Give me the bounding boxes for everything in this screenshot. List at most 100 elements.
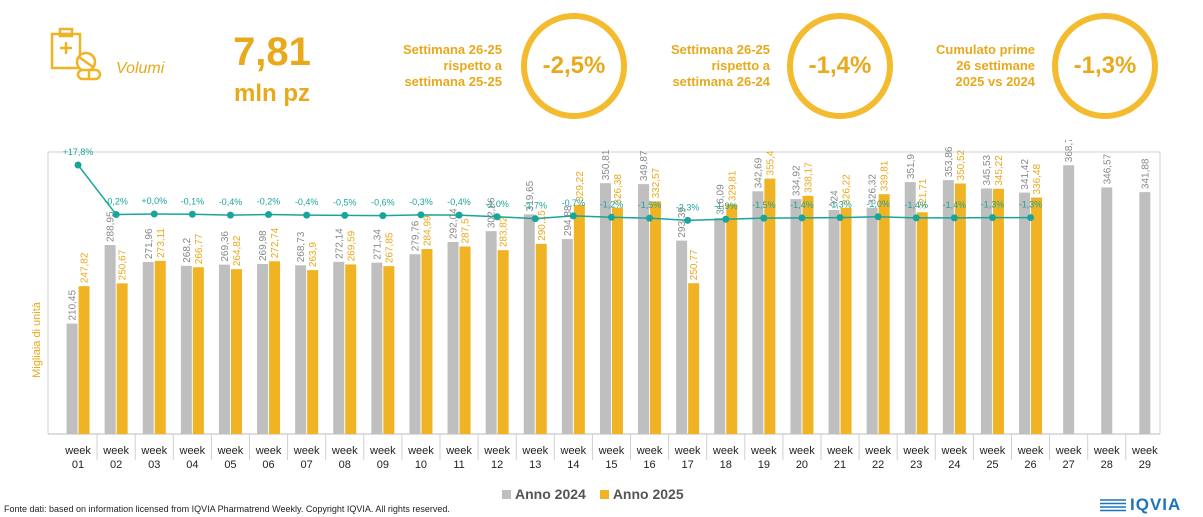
x-tick-label-number: 18 <box>720 459 732 471</box>
bar-2024 <box>561 239 573 434</box>
data-label-2024: 342,69 <box>753 157 764 188</box>
bar-2025 <box>878 194 890 434</box>
data-label-2025: 350,52 <box>956 149 967 180</box>
x-tick-label-number: 16 <box>643 459 655 471</box>
x-tick-label-number: 26 <box>1024 459 1036 471</box>
variation-point <box>836 214 844 222</box>
bar-2024 <box>866 207 878 434</box>
data-label-2024: 353,86 <box>944 146 955 177</box>
variation-point <box>722 215 730 223</box>
x-tick-label-number: 11 <box>453 459 464 471</box>
variation-point <box>988 214 996 222</box>
bar-2025 <box>802 195 814 434</box>
data-label-2025: 273,11 <box>156 228 167 258</box>
variation-point <box>912 214 920 222</box>
x-tick-label-word: week <box>483 445 510 457</box>
bar-2025 <box>726 204 738 434</box>
data-label-2024: 345,53 <box>982 154 993 185</box>
variation-label: -0,6% <box>371 198 395 208</box>
bar-2024 <box>180 265 192 434</box>
variation-point <box>646 214 654 222</box>
data-label-2024: 271,96 <box>144 228 155 259</box>
x-tick-label-number: 01 <box>72 459 84 471</box>
bar-2024 <box>942 180 954 434</box>
x-tick-label-word: week <box>788 445 815 457</box>
variation-label: -0,4% <box>295 197 319 207</box>
x-tick-label-word: week <box>445 445 472 457</box>
x-tick-label-word: week <box>598 445 625 457</box>
variation-label: -0,5% <box>333 197 357 207</box>
x-tick-label-word: week <box>826 445 853 457</box>
bar-2024 <box>1063 165 1075 435</box>
data-label-2025: 269,59 <box>346 230 357 261</box>
x-tick-label-word: week <box>1055 445 1082 457</box>
variation-label: -1,3% <box>1019 200 1043 210</box>
variation-label: -0,3% <box>409 197 433 207</box>
x-tick-label-number: 02 <box>110 459 122 471</box>
variation-point <box>265 211 273 219</box>
bar-2024 <box>295 265 307 434</box>
variation-label: -1,2% <box>600 199 624 209</box>
variation-point <box>226 211 234 219</box>
bar-2025 <box>573 204 585 434</box>
legend-item-2025: Anno 2025 <box>599 486 684 502</box>
bar-2024 <box>409 254 421 434</box>
data-label-2025: 290,15 <box>537 210 548 241</box>
variation-label: -1,4% <box>904 200 928 210</box>
bar-2024 <box>104 245 116 434</box>
kpi-label-week-vs-prev-week: Settimana 26-25 rispetto a settimana 25-… <box>403 42 502 89</box>
x-tick-label-number: 19 <box>758 459 770 471</box>
bar-2025 <box>840 207 852 434</box>
variation-point <box>455 211 463 219</box>
data-label-2024: 368,77 <box>1064 140 1075 162</box>
bar-2024 <box>1139 192 1151 434</box>
bar-2025 <box>535 243 547 434</box>
logo-text: IQVIA <box>1130 495 1182 514</box>
iqvia-logo: IQVIA <box>1100 495 1181 515</box>
data-label-2025: 355,4 <box>765 150 776 175</box>
kpi-label-cumulative: Cumulato prime 26 settimane 2025 vs 2024 <box>936 42 1035 89</box>
variation-label: -1,9% <box>714 201 738 211</box>
data-label-2025: 339,81 <box>880 160 891 191</box>
variation-label: -1,3% <box>981 200 1005 210</box>
data-label-2025: 272,74 <box>270 227 281 258</box>
x-tick-label-number: 09 <box>377 459 389 471</box>
kpi-circle-cumulative: -1,3% <box>1052 13 1158 119</box>
bar-2024 <box>371 262 383 434</box>
bar-2024 <box>638 184 650 434</box>
x-tick-label-word: week <box>902 445 929 457</box>
data-label-2024: 271,34 <box>372 229 383 260</box>
data-label-2025: 264,82 <box>232 235 243 266</box>
x-tick-label-word: week <box>102 445 129 457</box>
x-tick-label-number: 15 <box>605 459 617 471</box>
data-label-2024: 351,9 <box>906 154 917 179</box>
x-tick-label-word: week <box>179 445 206 457</box>
variation-label: -1,0% <box>485 199 509 209</box>
x-tick-label-word: week <box>64 445 91 457</box>
kpi-value: -2,5% <box>542 52 606 79</box>
medicine-icon <box>48 26 104 82</box>
data-label-2024: 349,87 <box>639 150 650 181</box>
data-source-note: Fonte dati: based on information license… <box>4 504 450 514</box>
bar-2024 <box>790 199 802 434</box>
data-label-2024: 294,88 <box>563 205 574 236</box>
variation-point <box>150 210 158 218</box>
kpi-circle-week-vs-prev-year: -1,4% <box>787 13 893 119</box>
data-label-2025: 338,17 <box>803 162 814 193</box>
bar-2025 <box>192 267 204 434</box>
data-label-2024: 268,2 <box>182 237 193 262</box>
legend-label-2025: Anno 2025 <box>612 486 684 502</box>
total-volume-unit: mln pz <box>234 80 310 107</box>
x-tick-label-number: 08 <box>339 459 351 471</box>
bar-2025 <box>421 249 433 434</box>
variation-point <box>531 215 539 223</box>
variation-point <box>112 211 120 219</box>
x-tick-label-number: 28 <box>1101 459 1113 471</box>
x-tick-label-word: week <box>407 445 434 457</box>
x-tick-label-number: 27 <box>1063 459 1075 471</box>
bar-2025 <box>497 250 509 434</box>
data-label-2025: 250,67 <box>118 249 129 280</box>
x-tick-label-number: 29 <box>1139 459 1151 471</box>
chart-legend: Anno 2024 Anno 2025 <box>502 486 684 502</box>
data-label-2024: 350,81 <box>601 149 612 180</box>
